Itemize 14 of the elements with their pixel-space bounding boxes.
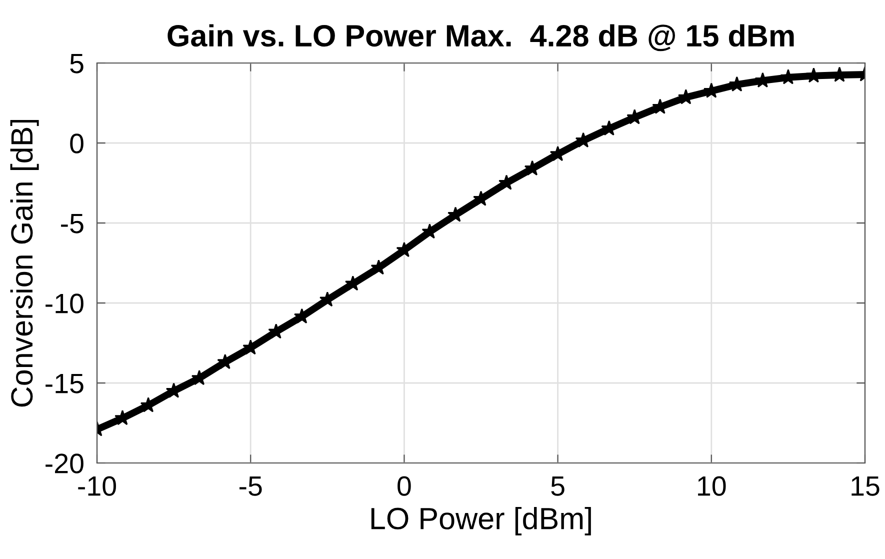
x-tick-label: 10: [698, 476, 726, 496]
x-tick-label: 5: [551, 476, 564, 496]
x-tick-label: 15: [852, 476, 880, 496]
x-tick-label: 0: [398, 476, 411, 496]
x-tick-label: -5: [239, 476, 262, 496]
chart-title: Gain vs. LO Power Max. 4.28 dB @ 15 dBm: [168, 24, 794, 52]
y-tick-label: -5: [61, 214, 84, 234]
y-tick-label: 0: [70, 134, 84, 154]
y-tick-label: -15: [46, 374, 84, 394]
x-axis-title: LO Power [dBm]: [371, 506, 591, 536]
y-tick-label: 5: [70, 54, 84, 74]
y-tick-label: -20: [46, 454, 84, 474]
y-tick-label: -10: [46, 294, 84, 314]
y-axis-title: Conversion Gain [dB]: [10, 120, 39, 407]
